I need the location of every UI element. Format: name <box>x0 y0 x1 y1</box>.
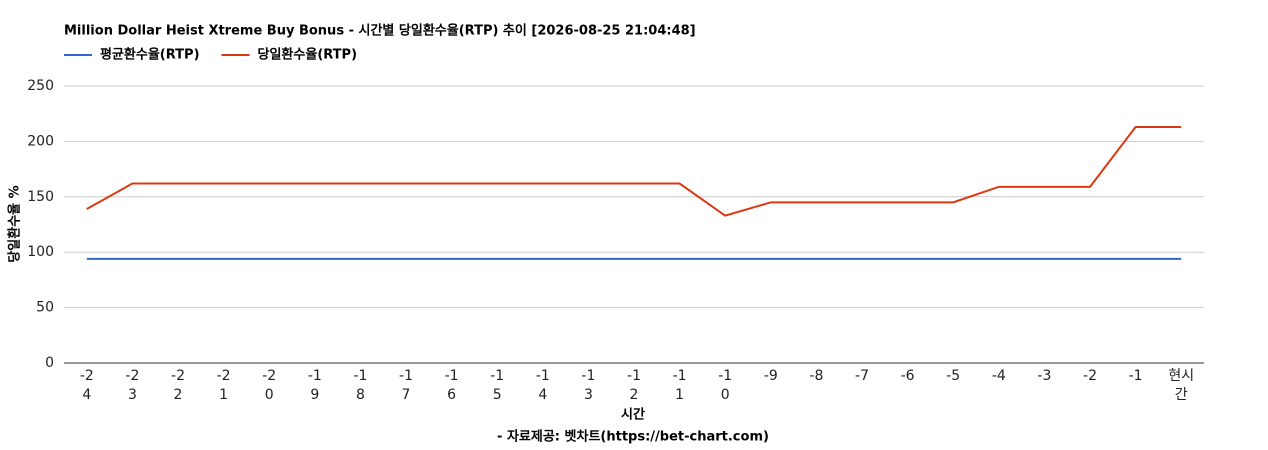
x-tick-label: -2 2 <box>171 368 185 403</box>
x-tick-label: 현시 간 <box>1168 368 1194 403</box>
chart-title: Million Dollar Heist Xtreme Buy Bonus - … <box>64 23 696 39</box>
x-tick-label: -5 <box>946 368 960 384</box>
x-tick-label: -7 <box>855 368 869 384</box>
x-tick-label: -3 <box>1037 368 1051 384</box>
y-axis-title: 당일환수율 % <box>7 185 23 262</box>
x-tick-label: -9 <box>764 368 778 384</box>
x-tick-label: -6 <box>901 368 915 384</box>
y-tick-label: 100 <box>27 244 54 260</box>
y-tick-label: 200 <box>27 133 54 149</box>
y-tick-label: 0 <box>45 355 54 371</box>
x-tick-label: -2 <box>1083 368 1097 384</box>
x-tick-label: -1 8 <box>353 368 367 403</box>
x-tick-label: -1 0 <box>718 368 732 403</box>
legend-label: 당일환수율(RTP) <box>258 47 358 63</box>
x-tick-label: -2 3 <box>125 368 139 403</box>
x-tick-label: -1 3 <box>581 368 595 403</box>
x-tick-label: -1 4 <box>536 368 550 403</box>
x-tick-label: -2 1 <box>217 368 231 403</box>
y-tick-label: 150 <box>27 189 54 205</box>
x-tick-label: -8 <box>809 368 823 384</box>
x-tick-label: -1 1 <box>673 368 687 403</box>
x-axis-title: 시간 <box>621 407 645 423</box>
series-line <box>86 125 1182 217</box>
x-tick-label: -2 0 <box>262 368 276 403</box>
x-tick-label: -4 <box>992 368 1006 384</box>
footer: - 자료제공: 벳차트(https://bet-chart.com) <box>497 429 769 445</box>
x-tick-label: -1 7 <box>399 368 413 403</box>
x-tick-label: -2 4 <box>80 368 94 403</box>
x-tick-label: -1 <box>1129 368 1143 384</box>
y-tick-label: 50 <box>36 300 54 316</box>
x-tick-label: -1 6 <box>445 368 459 403</box>
x-tick-label: -1 9 <box>308 368 322 403</box>
legend-label: 평균환수율(RTP) <box>100 47 200 63</box>
x-tick-label: -1 2 <box>627 368 641 403</box>
y-tick-label: 250 <box>27 78 54 94</box>
x-tick-label: -1 5 <box>490 368 504 403</box>
